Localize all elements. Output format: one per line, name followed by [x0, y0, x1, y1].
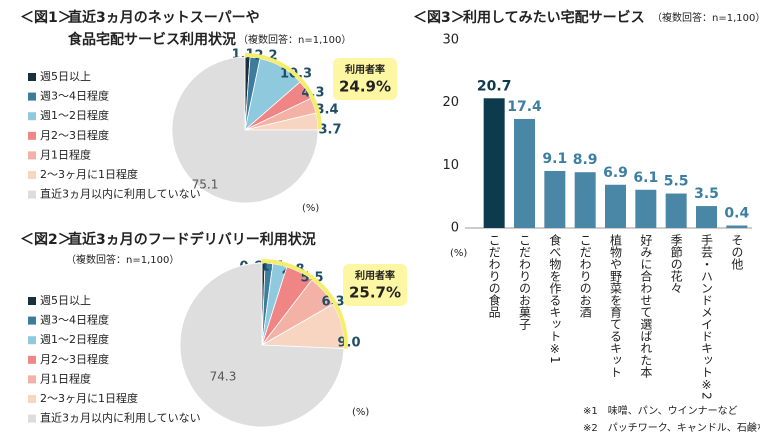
legend-label: 週5日以上: [40, 70, 91, 83]
callout-box: [333, 58, 397, 100]
legend-swatch: [28, 92, 36, 101]
x-tick-label: その他: [730, 234, 744, 270]
legend-swatch: [28, 112, 36, 121]
value-label: 6.1: [633, 170, 658, 186]
x-tick-label: こだわりの食品: [487, 234, 501, 318]
legend-label: 週3～4日程度: [40, 89, 109, 103]
y-tick-label: 30: [442, 33, 459, 48]
legend-label: 週1～2日程度: [40, 108, 109, 122]
legend-swatch: [28, 171, 36, 179]
chart-subtitle: （複数回答：n=1,100）: [66, 253, 179, 266]
legend-label: 月1日程度: [40, 147, 91, 161]
value-label: 9.0: [337, 336, 360, 351]
chart-subtitle: （複数回答：n=1,100）: [238, 33, 351, 46]
bar: [726, 225, 748, 228]
value-label: 3.7: [318, 123, 341, 138]
highlight-arc: [261, 259, 348, 349]
value-label: 17.4: [507, 99, 542, 115]
bar: [574, 172, 596, 228]
bar: [696, 206, 717, 228]
legend-label: 週1～2日程度: [40, 332, 109, 346]
y-tick-label: 0: [451, 221, 459, 236]
unit-label: (%): [450, 248, 467, 259]
value-label: 3.5: [694, 186, 719, 202]
footnote: ※1 味噌、パン、ウインナーなど: [583, 404, 738, 417]
legend-label: 月2～3日程度: [40, 352, 109, 366]
x-tick-label: こだわりのお酒: [578, 234, 592, 318]
legend-swatch: [28, 414, 36, 423]
value-label: 6.9: [603, 165, 628, 181]
x-tick-label: 季節の花々: [669, 234, 683, 294]
legend-label: 月1日程度: [40, 371, 91, 385]
x-tick-label: 植物や野菜を育てるキット: [609, 233, 623, 378]
pie-slice: [179, 262, 345, 428]
legend-swatch: [28, 190, 36, 199]
figure-label: ＜図1＞: [20, 10, 72, 26]
bar: [544, 170, 566, 228]
bar: [514, 118, 535, 228]
figure-label: ＜図3＞: [413, 10, 465, 26]
chart-subtitle: （複数回答：n=1,100）: [652, 11, 760, 24]
legend-swatch: [28, 395, 36, 403]
value-label: 74.3: [210, 370, 237, 384]
legend-swatch: [28, 336, 36, 345]
chart-title: 直近3ヵ月のネットスーパーや: [68, 9, 260, 26]
value-label: 9.1: [542, 151, 567, 167]
legend-swatch: [28, 375, 36, 384]
bar: [605, 184, 626, 228]
value-label: 8.9: [573, 152, 598, 168]
value-label: 0.4: [724, 205, 749, 221]
footnote: ※2 パッチワーク、キャンドル、石鹸など: [583, 421, 760, 434]
legend-label: 2～3ヶ月に1日程度: [40, 391, 138, 405]
unit-label: (%): [352, 407, 369, 418]
value-label: 75.1: [192, 178, 219, 192]
legend-swatch: [28, 297, 36, 305]
x-tick-label: こだわりのお菓子: [518, 234, 532, 330]
bar: [483, 98, 505, 228]
highlight-arc: [244, 53, 322, 130]
legend-label: 月2～3日程度: [40, 128, 109, 142]
legend-swatch: [28, 355, 36, 364]
legend-label: 直近3ヵ月以内に利用していない: [40, 411, 201, 425]
figure-label: ＜図2＞: [20, 232, 72, 248]
value-label: 20.7: [477, 78, 512, 94]
legend-swatch: [28, 73, 36, 81]
y-tick-label: 20: [442, 95, 459, 110]
callout-label: 利用者率: [345, 63, 385, 76]
chart-title: 直近3ヵ月のフードデリバリー利用状況: [68, 231, 316, 248]
callout-box: [343, 264, 407, 306]
legend-label: 週3～4日程度: [40, 313, 109, 327]
bar: [635, 189, 657, 228]
pie-slice: [171, 56, 319, 204]
callout-value: 24.9%: [339, 78, 391, 96]
chart-title: 食品宅配サービス利用状況: [68, 31, 236, 48]
value-label: 5.5: [664, 174, 689, 190]
value-label: 3.4: [315, 103, 338, 118]
legend-label: 週5日以上: [40, 294, 91, 307]
x-tick-label: 食べ物を作るキット※1: [548, 233, 562, 364]
unit-label: (%): [302, 203, 319, 214]
y-tick-label: 10: [442, 158, 459, 173]
bar: [665, 193, 687, 228]
legend-swatch: [28, 131, 36, 140]
x-tick-label: 手芸・ハンドメイドキット※2: [700, 234, 714, 400]
legend-swatch: [28, 316, 36, 325]
callout-value: 25.7%: [349, 284, 401, 302]
chart-title: 利用してみたい宅配サービス: [463, 9, 645, 26]
legend-label: 2～3ヶ月に1日程度: [40, 167, 138, 181]
callout-label: 利用者率: [355, 269, 395, 282]
legend-label: 直近3ヵ月以内に利用していない: [40, 187, 201, 201]
legend-swatch: [28, 151, 36, 160]
x-tick-label: 好みに合わせて選ばれた本: [639, 234, 653, 379]
